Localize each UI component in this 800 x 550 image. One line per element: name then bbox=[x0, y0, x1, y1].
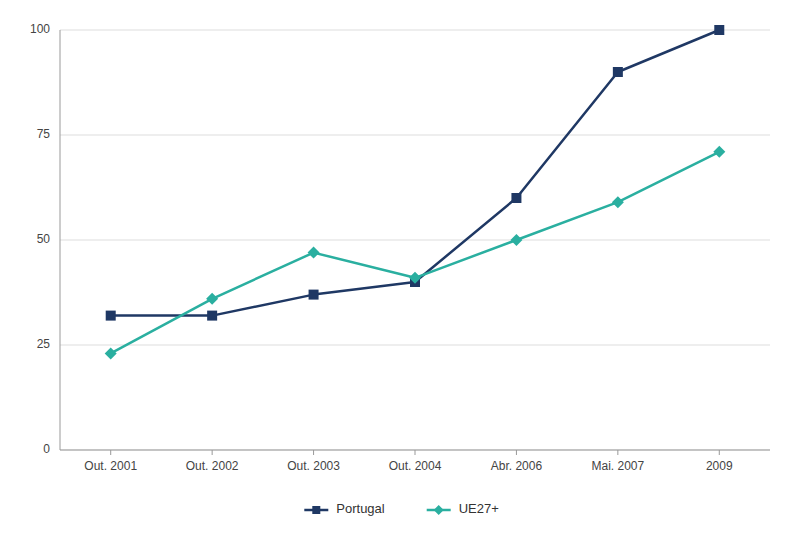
x-tick bbox=[617, 450, 618, 455]
y-tick-label: 100 bbox=[30, 22, 50, 36]
series-line bbox=[111, 30, 720, 316]
legend-marker-shape bbox=[312, 506, 320, 514]
x-tick-label: Out. 2004 bbox=[389, 459, 442, 473]
marker bbox=[510, 234, 522, 246]
legend-label: Portugal bbox=[336, 501, 385, 516]
grid-line bbox=[60, 240, 770, 241]
marker bbox=[106, 311, 116, 321]
y-tick-label: 0 bbox=[43, 442, 50, 456]
x-tick-label: Out. 2003 bbox=[287, 459, 340, 473]
y-tick-label: 75 bbox=[37, 127, 51, 141]
x-tick bbox=[110, 450, 111, 455]
marker bbox=[511, 193, 521, 203]
plot-data bbox=[105, 25, 726, 359]
marker bbox=[206, 293, 218, 305]
legend-marker bbox=[312, 506, 320, 514]
series-line bbox=[111, 152, 720, 354]
chart-svg: 0 25 50 75 100 Out. 2001 Out. 2002 Out. 2003 Out… bbox=[0, 0, 800, 550]
legend: Portugal UE27+ bbox=[304, 501, 499, 516]
legend-marker bbox=[434, 505, 444, 515]
x-tick bbox=[313, 450, 314, 455]
marker bbox=[409, 272, 421, 284]
grid-line bbox=[60, 30, 770, 31]
marker bbox=[713, 146, 725, 158]
marker bbox=[612, 196, 624, 208]
legend-label: UE27+ bbox=[459, 501, 499, 516]
y-axis-line bbox=[60, 30, 61, 450]
x-tick bbox=[415, 450, 416, 455]
x-tick-label: 2009 bbox=[706, 459, 733, 473]
x-tick bbox=[212, 450, 213, 455]
y-tick-label: 25 bbox=[37, 337, 51, 351]
marker bbox=[309, 290, 319, 300]
grid-line bbox=[60, 135, 770, 136]
legend-marker-shape bbox=[434, 505, 444, 515]
x-tick-label: Out. 2002 bbox=[186, 459, 239, 473]
x-tick-label: Out. 2001 bbox=[84, 459, 137, 473]
x-tick-label: Mai. 2007 bbox=[592, 459, 645, 473]
grid-line bbox=[60, 345, 770, 346]
x-tick-label: Abr. 2006 bbox=[491, 459, 543, 473]
chart-container: 0 25 50 75 100 Out. 2001 Out. 2002 Out. 2003 Out… bbox=[0, 0, 800, 550]
marker bbox=[308, 247, 320, 259]
marker bbox=[613, 67, 623, 77]
marker bbox=[207, 311, 217, 321]
marker bbox=[714, 25, 724, 35]
x-tick bbox=[516, 450, 517, 455]
marker bbox=[105, 347, 117, 359]
y-tick-label: 50 bbox=[37, 232, 51, 246]
grid bbox=[60, 30, 770, 450]
x-tick bbox=[719, 450, 720, 455]
